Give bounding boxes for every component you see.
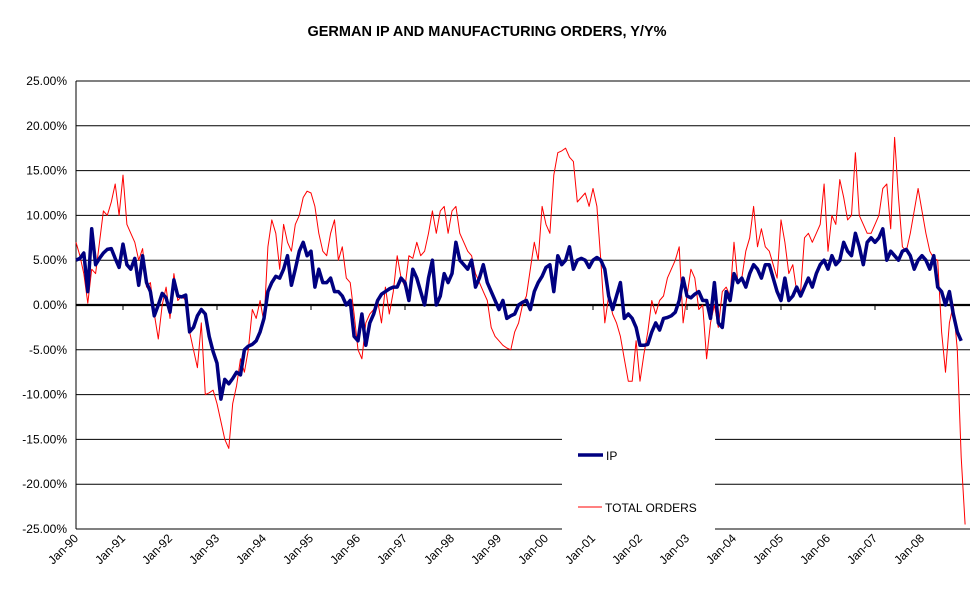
x-tick-label: Jan-98 bbox=[421, 531, 457, 567]
x-tick-label: Jan-08 bbox=[891, 531, 927, 567]
x-tick-label: Jan-00 bbox=[515, 531, 551, 567]
x-tick-label: Jan-92 bbox=[139, 531, 175, 567]
ip-series-line bbox=[75, 227, 963, 401]
x-tick-label: Jan-97 bbox=[374, 531, 410, 567]
x-tick-label: Jan-99 bbox=[468, 531, 504, 567]
y-tick-label: 10.00% bbox=[26, 208, 67, 222]
x-tick-label: Jan-94 bbox=[233, 531, 269, 567]
legend-background bbox=[562, 420, 715, 534]
x-tick-label: Jan-02 bbox=[609, 531, 645, 567]
x-tick-label: Jan-96 bbox=[327, 531, 363, 567]
y-tick-label: -20.00% bbox=[22, 477, 67, 491]
x-tick-label: Jan-07 bbox=[844, 531, 880, 567]
x-tick-label: Jan-05 bbox=[750, 531, 786, 567]
y-axis-labels: 25.00% 20.00% 15.00% 10.00% 5.00% 0.00% -5.00%… bbox=[22, 74, 67, 536]
x-tick-label: Jan-04 bbox=[703, 531, 739, 567]
x-tick-label: Jan-06 bbox=[797, 531, 833, 567]
y-tick-label: 25.00% bbox=[26, 74, 67, 88]
legend: IP TOTAL ORDERS bbox=[562, 420, 715, 534]
chart-title: GERMAN IP AND MANUFACTURING ORDERS, Y/Y% bbox=[307, 24, 666, 40]
y-tick-label: 5.00% bbox=[33, 253, 67, 267]
y-tick-label: -25.00% bbox=[22, 522, 67, 536]
legend-ip-label: IP bbox=[606, 449, 617, 463]
legend-orders-label: TOTAL ORDERS bbox=[605, 501, 697, 515]
y-tick-label: -5.00% bbox=[29, 343, 67, 357]
x-axis-labels: Jan-90 Jan-91 Jan-92 Jan-93 Jan-94 Jan-95 Jan-… bbox=[45, 531, 927, 567]
x-tick-label: Jan-95 bbox=[280, 531, 316, 567]
x-tick-label: Jan-03 bbox=[656, 531, 692, 567]
series-lines bbox=[75, 136, 966, 525]
y-tick-label: -10.00% bbox=[22, 388, 67, 402]
x-tick-label: Jan-93 bbox=[186, 531, 222, 567]
x-tick-label: Jan-91 bbox=[92, 531, 128, 567]
x-tick-label: Jan-90 bbox=[45, 531, 81, 567]
total-orders-series-line bbox=[75, 136, 966, 525]
x-tick-label: Jan-01 bbox=[562, 531, 598, 567]
y-tick-label: 15.00% bbox=[26, 164, 67, 178]
y-tick-label: 0.00% bbox=[33, 298, 67, 312]
y-tick-label: 20.00% bbox=[26, 119, 67, 133]
y-tick-label: -15.00% bbox=[22, 432, 67, 446]
